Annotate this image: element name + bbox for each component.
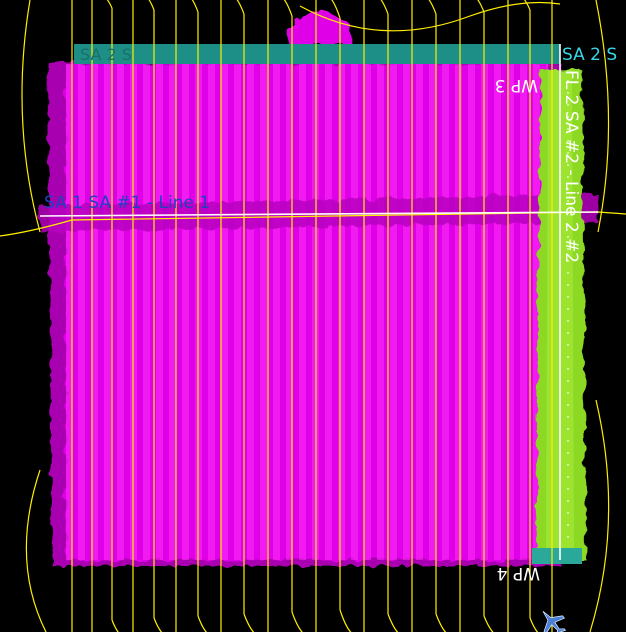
label-sa1-line: SA 1 SA #1 - Line 1 <box>44 193 210 213</box>
label-fl2-line: FL 2 SA #2 - Line 2 #2 <box>561 70 581 263</box>
label-waypoint-3: WP 3 <box>495 75 538 95</box>
label-sa2-line-faint: SA 2 S <box>80 45 132 64</box>
label-waypoint-4: WP 4 <box>497 563 540 583</box>
flight-line-markers <box>39 44 599 560</box>
coverage-teal-patch <box>532 548 582 564</box>
coverage-top-spill <box>285 8 352 46</box>
label-sa2-line: SA 2 S <box>562 45 617 65</box>
flight-line-band-sa2 <box>74 44 560 64</box>
coverage-area-sa1 <box>40 62 598 566</box>
